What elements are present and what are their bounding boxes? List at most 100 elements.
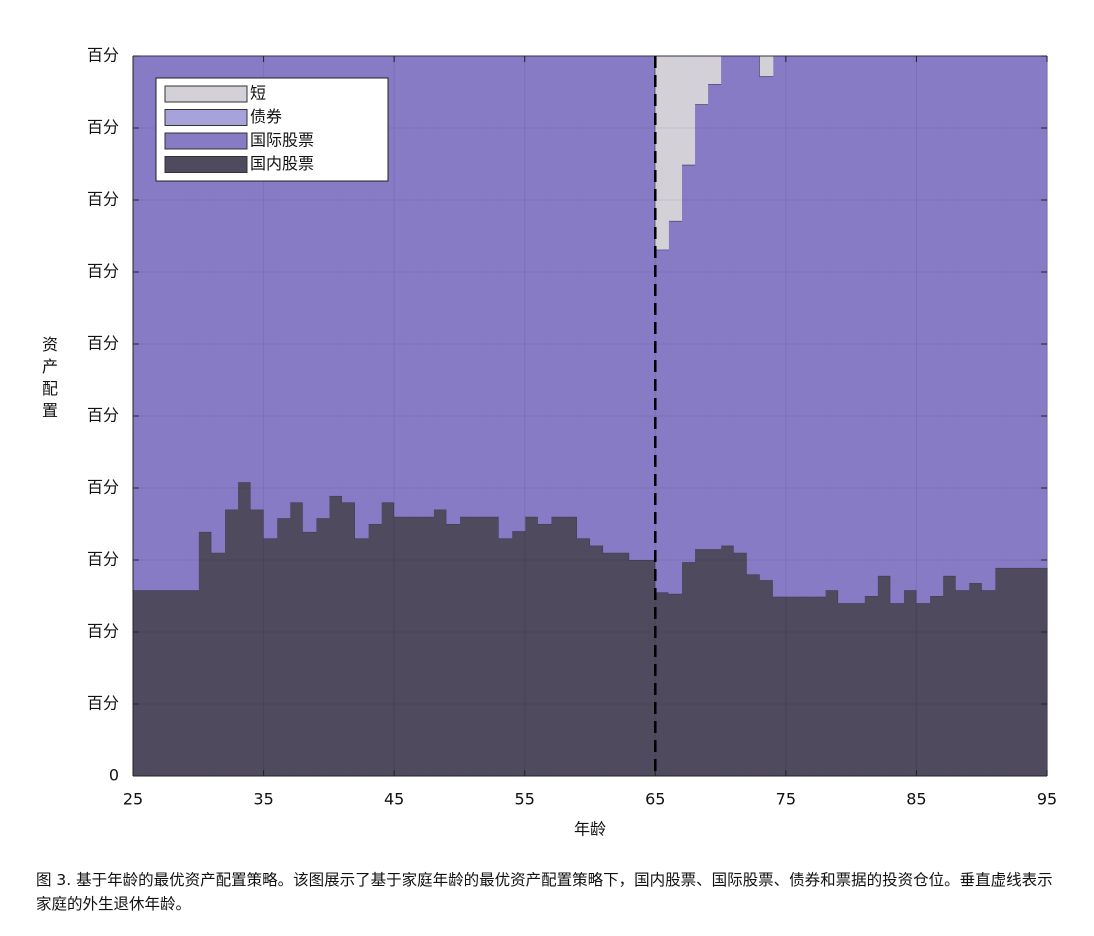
area-step: [1033, 56, 1048, 568]
area-step: [133, 56, 147, 591]
area-step: [263, 538, 278, 776]
area-step: [903, 590, 918, 776]
area-step: [655, 592, 669, 776]
area-step: [694, 549, 709, 776]
area-step: [864, 596, 878, 776]
area-step: [172, 56, 186, 591]
area-step: [916, 603, 931, 776]
y-tick-label: 百分: [87, 622, 119, 641]
x-axis-label: 年龄: [574, 820, 606, 839]
area-step: [851, 603, 865, 776]
area-step: [838, 603, 852, 776]
area-step: [825, 590, 839, 776]
area-step: [981, 56, 996, 591]
area-step: [772, 56, 787, 597]
area-step: [811, 56, 826, 597]
y-tick-label: 0: [109, 766, 119, 785]
area-step: [550, 56, 565, 517]
area-step: [668, 220, 682, 594]
area-step: [759, 580, 774, 776]
y-tick-label: 百分: [87, 190, 119, 209]
area-step: [668, 56, 682, 221]
y-tick-label: 百分: [87, 262, 119, 281]
area-step: [929, 596, 944, 776]
figure-caption: 图 3. 基于年龄的最优资产配置策略。该图展示了基于家庭年龄的最优资产配置策略下…: [36, 871, 1053, 913]
area-step: [877, 575, 891, 776]
x-tick-label: 85: [906, 790, 926, 809]
area-step: [511, 56, 526, 532]
area-step: [407, 516, 421, 776]
area-step: [811, 596, 826, 776]
area-step: [472, 516, 487, 776]
area-step: [1007, 567, 1022, 776]
area-step: [524, 516, 539, 776]
area-step: [159, 56, 173, 591]
legend-swatch: [164, 156, 248, 173]
area-step: [629, 56, 643, 560]
area-step: [211, 552, 225, 776]
area-step: [172, 590, 186, 776]
area-step: [785, 596, 800, 776]
area-step: [655, 249, 669, 593]
area-step: [890, 56, 904, 604]
area-step: [185, 56, 199, 591]
area-step: [707, 56, 722, 85]
area-step: [537, 56, 552, 524]
area-step: [381, 502, 395, 776]
area-step: [485, 56, 500, 517]
area-step: [681, 164, 696, 563]
x-tick-label: 55: [515, 790, 535, 809]
area-step: [563, 516, 578, 776]
area-step: [146, 56, 160, 591]
area-step: [629, 560, 643, 776]
area-step: [276, 518, 291, 776]
area-step: [616, 56, 630, 553]
area-step: [707, 84, 722, 550]
area-step: [576, 56, 591, 539]
area-step: [681, 562, 696, 776]
area-step: [446, 56, 461, 524]
area-step: [354, 538, 369, 776]
area-step: [446, 524, 461, 776]
area-step: [498, 538, 513, 776]
area-step: [668, 593, 682, 776]
area-step: [1033, 567, 1048, 776]
area-step: [590, 545, 604, 776]
legend-swatch: [164, 132, 248, 150]
area-step: [772, 596, 787, 776]
area-step: [224, 509, 239, 776]
area-step: [459, 56, 474, 517]
x-tick-label: 65: [645, 790, 665, 809]
area-step: [916, 56, 931, 604]
legend-label: 国内股票: [250, 154, 314, 173]
area-step: [603, 56, 617, 553]
legend-label: 短: [250, 84, 266, 103]
area-step: [616, 552, 630, 776]
y-tick-label: 百分: [87, 334, 119, 353]
area-step: [759, 76, 774, 581]
area-step: [433, 509, 447, 776]
area-step: [968, 56, 983, 584]
x-tick-label: 75: [776, 790, 796, 809]
area-step: [159, 590, 173, 776]
area-step: [955, 590, 970, 776]
x-tick-label: 95: [1037, 790, 1057, 809]
area-step: [759, 56, 774, 77]
area-step: [798, 56, 813, 597]
area-step: [368, 524, 382, 776]
area-step: [694, 104, 709, 550]
area-step: [394, 516, 408, 776]
area-step: [472, 56, 487, 517]
area-step: [328, 495, 343, 776]
area-step: [185, 590, 199, 776]
y-tick-label: 百分: [87, 694, 119, 713]
area-step: [890, 603, 904, 776]
legend-label: 债券: [250, 107, 282, 126]
area-step: [942, 56, 957, 576]
area-step: [302, 531, 317, 776]
area-step: [655, 56, 669, 250]
y-tick-label: 百分: [87, 118, 119, 137]
area-step: [603, 552, 617, 776]
